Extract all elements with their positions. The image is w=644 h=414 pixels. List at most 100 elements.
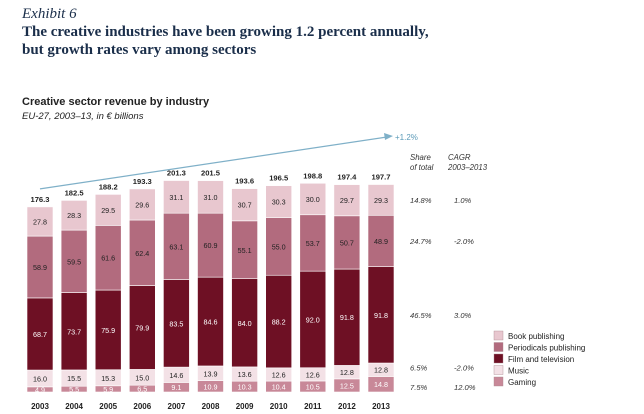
year-label: 2005 xyxy=(99,402,117,411)
cagr-value: 3.0% xyxy=(454,311,472,320)
exhibit-label: Exhibit 6 xyxy=(22,6,77,22)
data-label: 91.8 xyxy=(374,311,388,320)
data-label: 63.1 xyxy=(169,242,183,251)
legend-swatch xyxy=(493,365,504,375)
bar-segment-film-and-television xyxy=(163,279,190,368)
total-label: 176.3 xyxy=(30,195,49,204)
data-label: 75.9 xyxy=(101,326,115,335)
cagr-header: 2003–2013 xyxy=(447,163,488,172)
data-label: 15.5 xyxy=(67,374,81,383)
total-label: 201.3 xyxy=(167,169,186,178)
data-label: 60.9 xyxy=(204,241,218,250)
data-label: 10.5 xyxy=(306,382,320,391)
bar-segment-periodicals-publishing xyxy=(367,214,395,267)
legend-swatch xyxy=(493,342,504,352)
share-value: 7.5% xyxy=(410,383,428,392)
share-header: Share xyxy=(410,153,431,162)
headline-line-1: The creative industries have been growin… xyxy=(22,24,429,40)
data-label: 83.5 xyxy=(169,319,183,328)
data-label: 12.6 xyxy=(306,370,320,379)
data-label: 10.3 xyxy=(238,383,252,392)
year-label: 2008 xyxy=(202,402,220,411)
data-label: 30.7 xyxy=(238,201,252,210)
total-label: 201.5 xyxy=(201,169,221,178)
total-label: 197.4 xyxy=(337,173,357,182)
bar-segment-film-and-television xyxy=(299,270,327,369)
data-label: 59.5 xyxy=(67,257,81,266)
cagr-value: -2.0% xyxy=(454,364,474,373)
data-label: 5.9 xyxy=(103,385,113,394)
data-label: 53.7 xyxy=(306,239,320,248)
data-label: 12.8 xyxy=(340,368,354,377)
data-label: 14.8 xyxy=(374,380,388,389)
share-value: 14.8% xyxy=(410,196,432,205)
bar-segment-book-publishing xyxy=(367,184,395,216)
bar-segment-film-and-television xyxy=(265,274,293,369)
chart-title: Creative sector revenue by industry xyxy=(22,96,210,108)
data-label: 55.1 xyxy=(238,246,252,255)
bar-segment-book-publishing xyxy=(129,188,156,221)
year-label: 2004 xyxy=(65,402,83,411)
data-label: 10.9 xyxy=(204,382,218,391)
bar-segment-periodicals-publishing xyxy=(129,219,156,286)
data-label: 79.9 xyxy=(135,323,149,332)
total-label: 193.6 xyxy=(235,177,254,186)
total-label: 182.5 xyxy=(65,188,85,197)
data-label: 50.7 xyxy=(340,238,354,247)
legend-label: Film and television xyxy=(508,355,574,364)
data-label: 6.5 xyxy=(137,385,147,394)
cagr-value: -2.0% xyxy=(454,237,474,246)
legend-swatch xyxy=(493,353,504,364)
bar-segment-periodicals-publishing xyxy=(163,212,190,280)
year-label: 2006 xyxy=(133,402,151,411)
cagr-header: CAGR xyxy=(448,153,471,162)
bar-segment-book-publishing xyxy=(333,184,361,217)
headline: The creative industries have been growin… xyxy=(22,23,462,59)
cagr-value: 12.0% xyxy=(454,383,476,392)
data-label: 62.4 xyxy=(135,249,149,258)
growth-arrowhead-icon xyxy=(384,133,393,140)
data-label: 73.7 xyxy=(67,327,81,336)
data-label: 27.8 xyxy=(33,217,47,226)
bar-segment-book-publishing xyxy=(299,182,327,216)
bar-segment-book-publishing xyxy=(26,206,54,237)
share-header: of total xyxy=(410,163,434,172)
year-label: 2007 xyxy=(168,402,186,411)
data-label: 48.9 xyxy=(374,237,388,246)
data-label: 84.0 xyxy=(238,319,252,328)
data-label: 10.4 xyxy=(272,383,286,392)
data-label: 92.0 xyxy=(306,315,320,324)
data-label: 5.5 xyxy=(69,385,79,394)
data-label: 29.5 xyxy=(101,206,115,215)
bar-segment-book-publishing xyxy=(60,200,88,231)
data-label: 13.9 xyxy=(204,369,218,378)
year-label: 2003 xyxy=(31,402,49,411)
year-label: 2010 xyxy=(270,402,288,411)
data-label: 30.0 xyxy=(306,195,320,204)
growth-arrow-line xyxy=(39,136,388,190)
legend-swatch xyxy=(493,330,504,341)
legend-swatch xyxy=(493,376,504,387)
data-label: 31.1 xyxy=(169,193,183,202)
data-label: 31.0 xyxy=(204,193,218,202)
data-label: 91.8 xyxy=(340,313,354,322)
bar-segment-book-publishing xyxy=(197,180,224,214)
data-label: 15.0 xyxy=(135,373,149,382)
share-value: 6.5% xyxy=(410,364,428,373)
data-label: 29.3 xyxy=(374,196,388,205)
legend-label: Gaming xyxy=(508,378,536,387)
data-label: 68.7 xyxy=(33,330,47,339)
total-label: 193.3 xyxy=(133,177,152,186)
bar-segment-book-publishing xyxy=(163,180,190,214)
legend-label: Book publishing xyxy=(508,332,564,341)
bar-segment-film-and-television xyxy=(94,289,122,371)
bar-segment-film-and-television xyxy=(333,268,361,366)
bar-segment-periodicals-publishing xyxy=(197,212,224,278)
share-value: 46.5% xyxy=(410,311,432,320)
data-label: 58.9 xyxy=(33,263,47,272)
data-label: 29.7 xyxy=(340,196,354,205)
legend-label: Music xyxy=(508,367,529,376)
total-label: 198.8 xyxy=(303,171,322,180)
headline-line-2: but growth rates vary among sectors xyxy=(22,42,257,58)
